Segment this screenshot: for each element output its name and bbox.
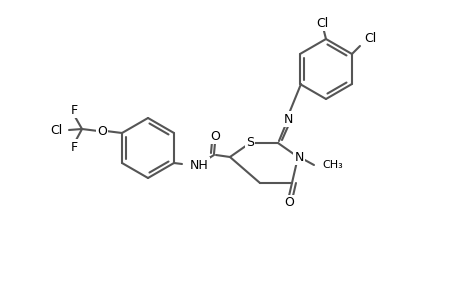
Text: Cl: Cl — [315, 16, 327, 29]
Text: F: F — [70, 103, 78, 116]
Text: O: O — [210, 130, 219, 142]
Text: F: F — [70, 140, 78, 154]
Text: N: N — [294, 151, 303, 164]
Text: Cl: Cl — [363, 32, 375, 44]
Text: CH₃: CH₃ — [321, 160, 342, 170]
Text: O: O — [283, 196, 293, 209]
Text: O: O — [97, 124, 107, 137]
Text: S: S — [246, 136, 253, 148]
Text: NH: NH — [190, 158, 208, 172]
Text: Cl: Cl — [50, 124, 62, 136]
Text: N: N — [283, 112, 292, 125]
